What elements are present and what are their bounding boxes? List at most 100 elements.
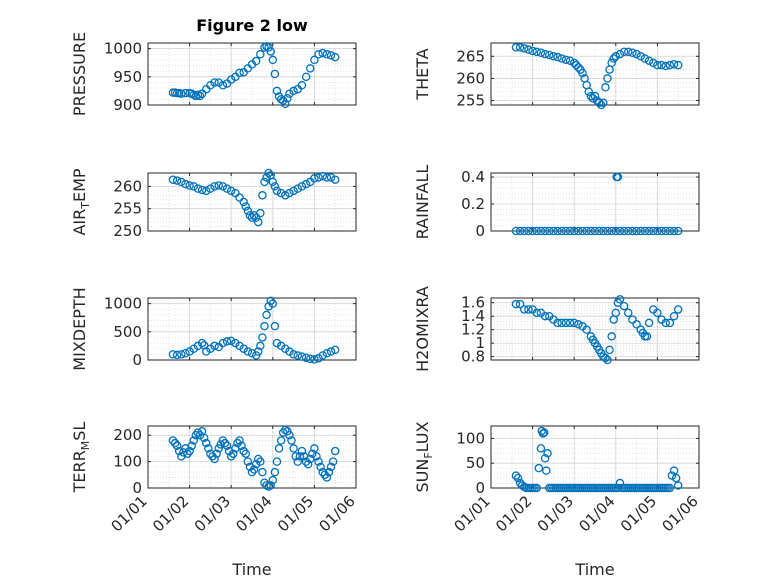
data-point	[316, 462, 325, 472]
data-point	[247, 213, 257, 222]
data-point	[197, 89, 207, 98]
data-point	[669, 60, 679, 69]
data-point	[305, 354, 315, 364]
data-point	[624, 47, 633, 57]
data-point	[553, 52, 562, 62]
data-point	[528, 226, 537, 236]
data-point	[243, 206, 253, 216]
y-axis-label: TERRMSL	[70, 422, 92, 494]
data-point	[177, 177, 186, 187]
data-point	[322, 473, 332, 482]
y-tick-label: 265	[456, 47, 485, 65]
data-point	[168, 175, 178, 184]
data-point	[210, 182, 219, 191]
data-point	[191, 430, 201, 440]
data-point	[669, 466, 679, 475]
data-point	[210, 78, 219, 87]
data-point	[312, 452, 321, 461]
data-point	[628, 48, 637, 57]
y-tick-label: 250	[113, 222, 142, 240]
data-point	[260, 177, 269, 187]
data-point	[665, 318, 675, 328]
data-point	[274, 444, 284, 453]
data-point	[673, 60, 683, 70]
data-point	[193, 184, 203, 193]
data-point	[619, 226, 629, 236]
data-point	[222, 184, 232, 193]
data-point	[599, 226, 608, 236]
data-point	[534, 463, 544, 473]
data-point	[628, 315, 637, 324]
data-point	[289, 186, 298, 196]
data-point	[210, 454, 219, 464]
data-point	[270, 321, 280, 331]
data-point	[243, 347, 253, 356]
data-point	[235, 436, 244, 445]
data-point	[301, 72, 311, 82]
series-markers	[511, 295, 683, 365]
subplot-5: 0 500 1000 MIXDEPTH	[70, 287, 357, 371]
data-point	[619, 301, 629, 311]
data-point	[247, 467, 257, 477]
data-point	[181, 348, 190, 358]
x-axis-label-left: Time	[231, 560, 271, 579]
y-tick-label: 1000	[104, 40, 142, 58]
data-point	[297, 446, 307, 456]
subplot-2: 255 260 265 THETA	[413, 42, 700, 110]
data-point	[524, 305, 533, 314]
data-point	[172, 176, 182, 185]
data-point	[607, 332, 616, 341]
x-tick-label: 01/01	[451, 492, 494, 535]
y-tick-label: 1.6	[461, 294, 485, 312]
data-point	[557, 54, 566, 63]
data-point	[615, 226, 625, 236]
data-point	[253, 347, 263, 356]
data-point	[185, 446, 194, 456]
data-point	[229, 449, 238, 458]
data-point	[615, 295, 625, 304]
y-tick-label: 500	[113, 323, 142, 341]
data-point	[293, 184, 303, 193]
figure-title: Figure 2 low	[196, 16, 308, 35]
data-point	[540, 311, 550, 321]
series-markers	[168, 296, 340, 364]
data-point	[665, 226, 675, 236]
data-point	[253, 217, 263, 227]
data-point	[624, 226, 633, 236]
data-point	[607, 58, 616, 68]
data-point	[532, 226, 542, 236]
data-point	[187, 441, 196, 451]
data-point	[330, 446, 340, 456]
y-tick-label: 1.4	[461, 307, 485, 325]
data-point	[210, 341, 219, 351]
data-point	[197, 185, 207, 195]
y-tick-label: 1.2	[461, 321, 485, 339]
data-point	[310, 55, 319, 65]
data-point	[251, 56, 261, 66]
data-point	[256, 50, 265, 59]
data-point	[256, 457, 265, 466]
data-point	[511, 471, 521, 480]
data-point	[642, 332, 652, 341]
data-point	[665, 483, 675, 493]
data-point	[330, 52, 340, 62]
data-point	[326, 347, 336, 356]
data-point	[281, 191, 290, 200]
data-point	[328, 457, 338, 466]
subplot-3: 250 255 260 AIRTEMP	[70, 168, 357, 240]
data-point	[241, 202, 251, 211]
data-point	[515, 226, 525, 236]
data-point	[520, 305, 529, 314]
data-point	[588, 94, 598, 103]
data-point	[601, 353, 610, 363]
data-point	[170, 438, 180, 448]
x-tick-label: 01/03	[191, 492, 234, 535]
x-tick-label: 01/02	[149, 492, 192, 535]
data-point	[619, 47, 629, 57]
data-point	[565, 226, 575, 236]
data-point	[297, 182, 307, 191]
data-point	[237, 441, 246, 451]
data-point	[201, 186, 211, 196]
